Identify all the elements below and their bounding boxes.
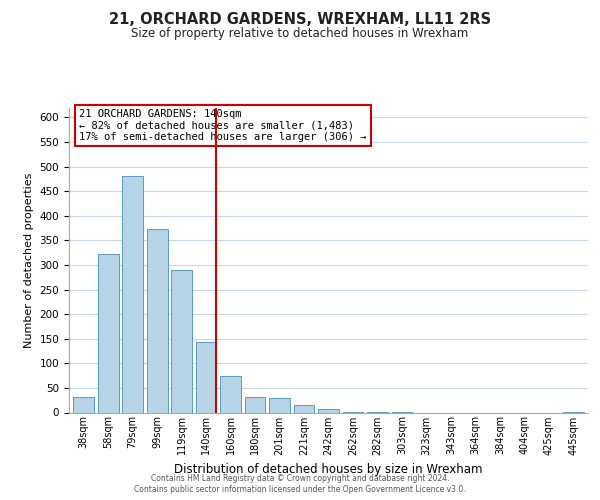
- Bar: [318, 408, 339, 412]
- Bar: [196, 342, 217, 412]
- Text: 21 ORCHARD GARDENS: 140sqm
← 82% of detached houses are smaller (1,483)
17% of s: 21 ORCHARD GARDENS: 140sqm ← 82% of deta…: [79, 109, 367, 142]
- Bar: [122, 176, 143, 412]
- X-axis label: Distribution of detached houses by size in Wrexham: Distribution of detached houses by size …: [174, 463, 483, 476]
- Bar: [220, 376, 241, 412]
- Bar: [293, 404, 314, 412]
- Bar: [73, 397, 94, 412]
- Bar: [171, 270, 192, 412]
- Text: Contains HM Land Registry data © Crown copyright and database right 2024.
Contai: Contains HM Land Registry data © Crown c…: [134, 474, 466, 494]
- Y-axis label: Number of detached properties: Number of detached properties: [24, 172, 34, 348]
- Bar: [147, 228, 167, 412]
- Bar: [269, 398, 290, 412]
- Bar: [98, 254, 119, 412]
- Text: 21, ORCHARD GARDENS, WREXHAM, LL11 2RS: 21, ORCHARD GARDENS, WREXHAM, LL11 2RS: [109, 12, 491, 28]
- Text: Size of property relative to detached houses in Wrexham: Size of property relative to detached ho…: [131, 28, 469, 40]
- Bar: [245, 397, 265, 412]
